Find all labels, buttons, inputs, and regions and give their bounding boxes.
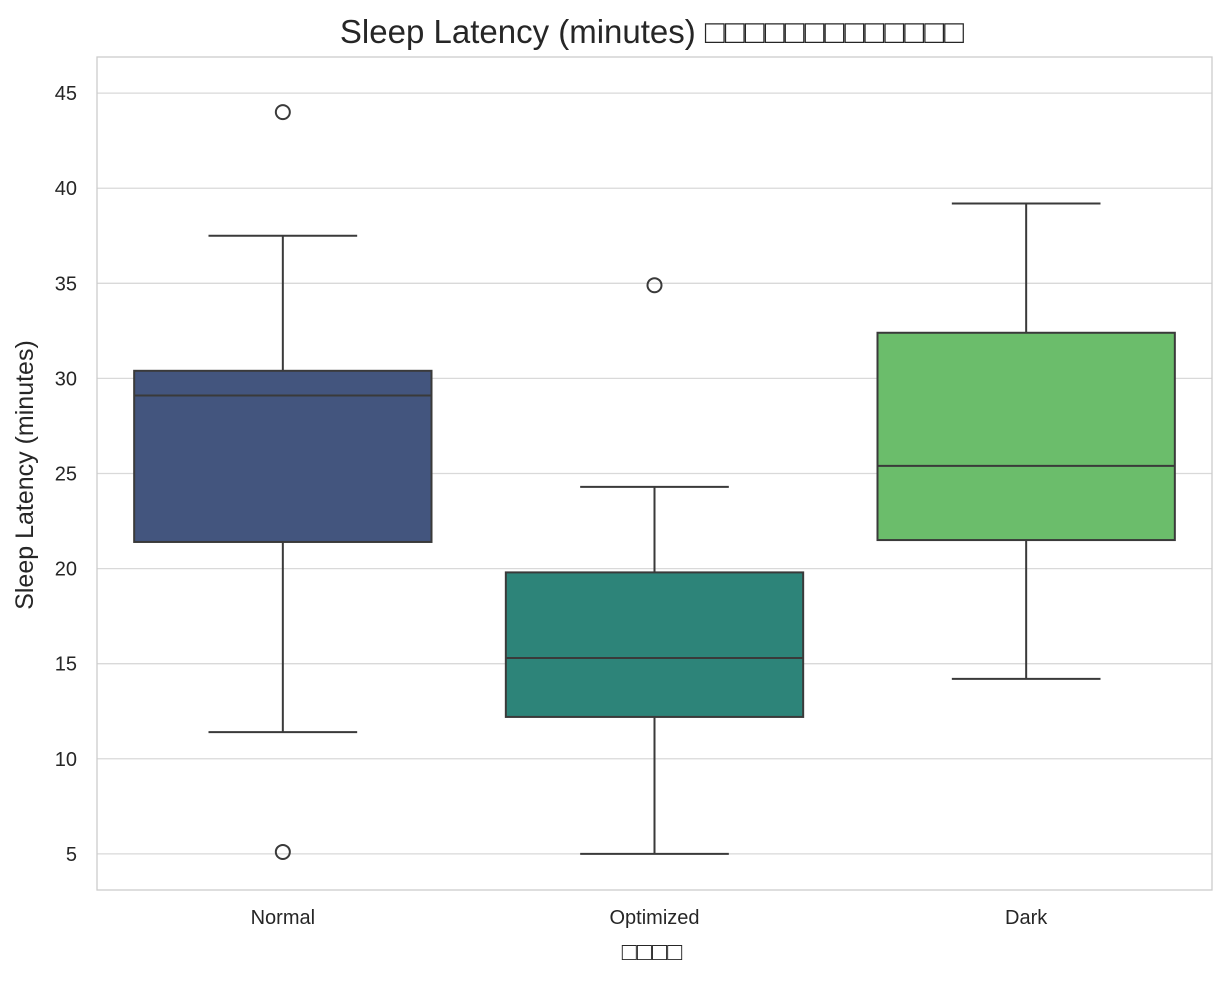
outlier-point (274, 843, 291, 860)
outlier-point (646, 277, 663, 294)
y-tick-label: 30 (55, 368, 77, 390)
box-normal (133, 104, 433, 860)
plot-frame (96, 56, 1213, 891)
box-optimized (504, 277, 805, 855)
chart-title: Sleep Latency (minutes) □□□□□□□□□□□□□ (340, 13, 964, 50)
x-tick-label: Dark (1005, 907, 1048, 929)
iqr-box (876, 331, 1176, 542)
y-tick-label: 40 (55, 178, 77, 200)
iqr-box (504, 571, 805, 718)
outlier-point (274, 104, 291, 121)
y-axis-label: Sleep Latency (minutes) (11, 340, 39, 610)
y-tick-label: 10 (55, 749, 77, 771)
boxes-layer (133, 104, 1176, 860)
box-dark (876, 202, 1176, 680)
y-axis-ticks: 5 10 15 20 25 30 35 40 45 (55, 83, 77, 866)
y-tick-label: 5 (66, 844, 77, 866)
iqr-box (133, 369, 433, 543)
y-tick-label: 20 (55, 559, 77, 581)
y-tick-label: 35 (55, 273, 77, 295)
y-tick-label: 45 (55, 83, 77, 105)
x-axis-ticks: Normal Optimized Dark (251, 907, 1049, 929)
x-tick-label: Optimized (609, 907, 699, 929)
x-axis-label: □□□□ (622, 938, 683, 966)
y-tick-label: 25 (55, 464, 77, 486)
x-tick-label: Normal (251, 907, 315, 929)
y-tick-label: 15 (55, 654, 77, 676)
